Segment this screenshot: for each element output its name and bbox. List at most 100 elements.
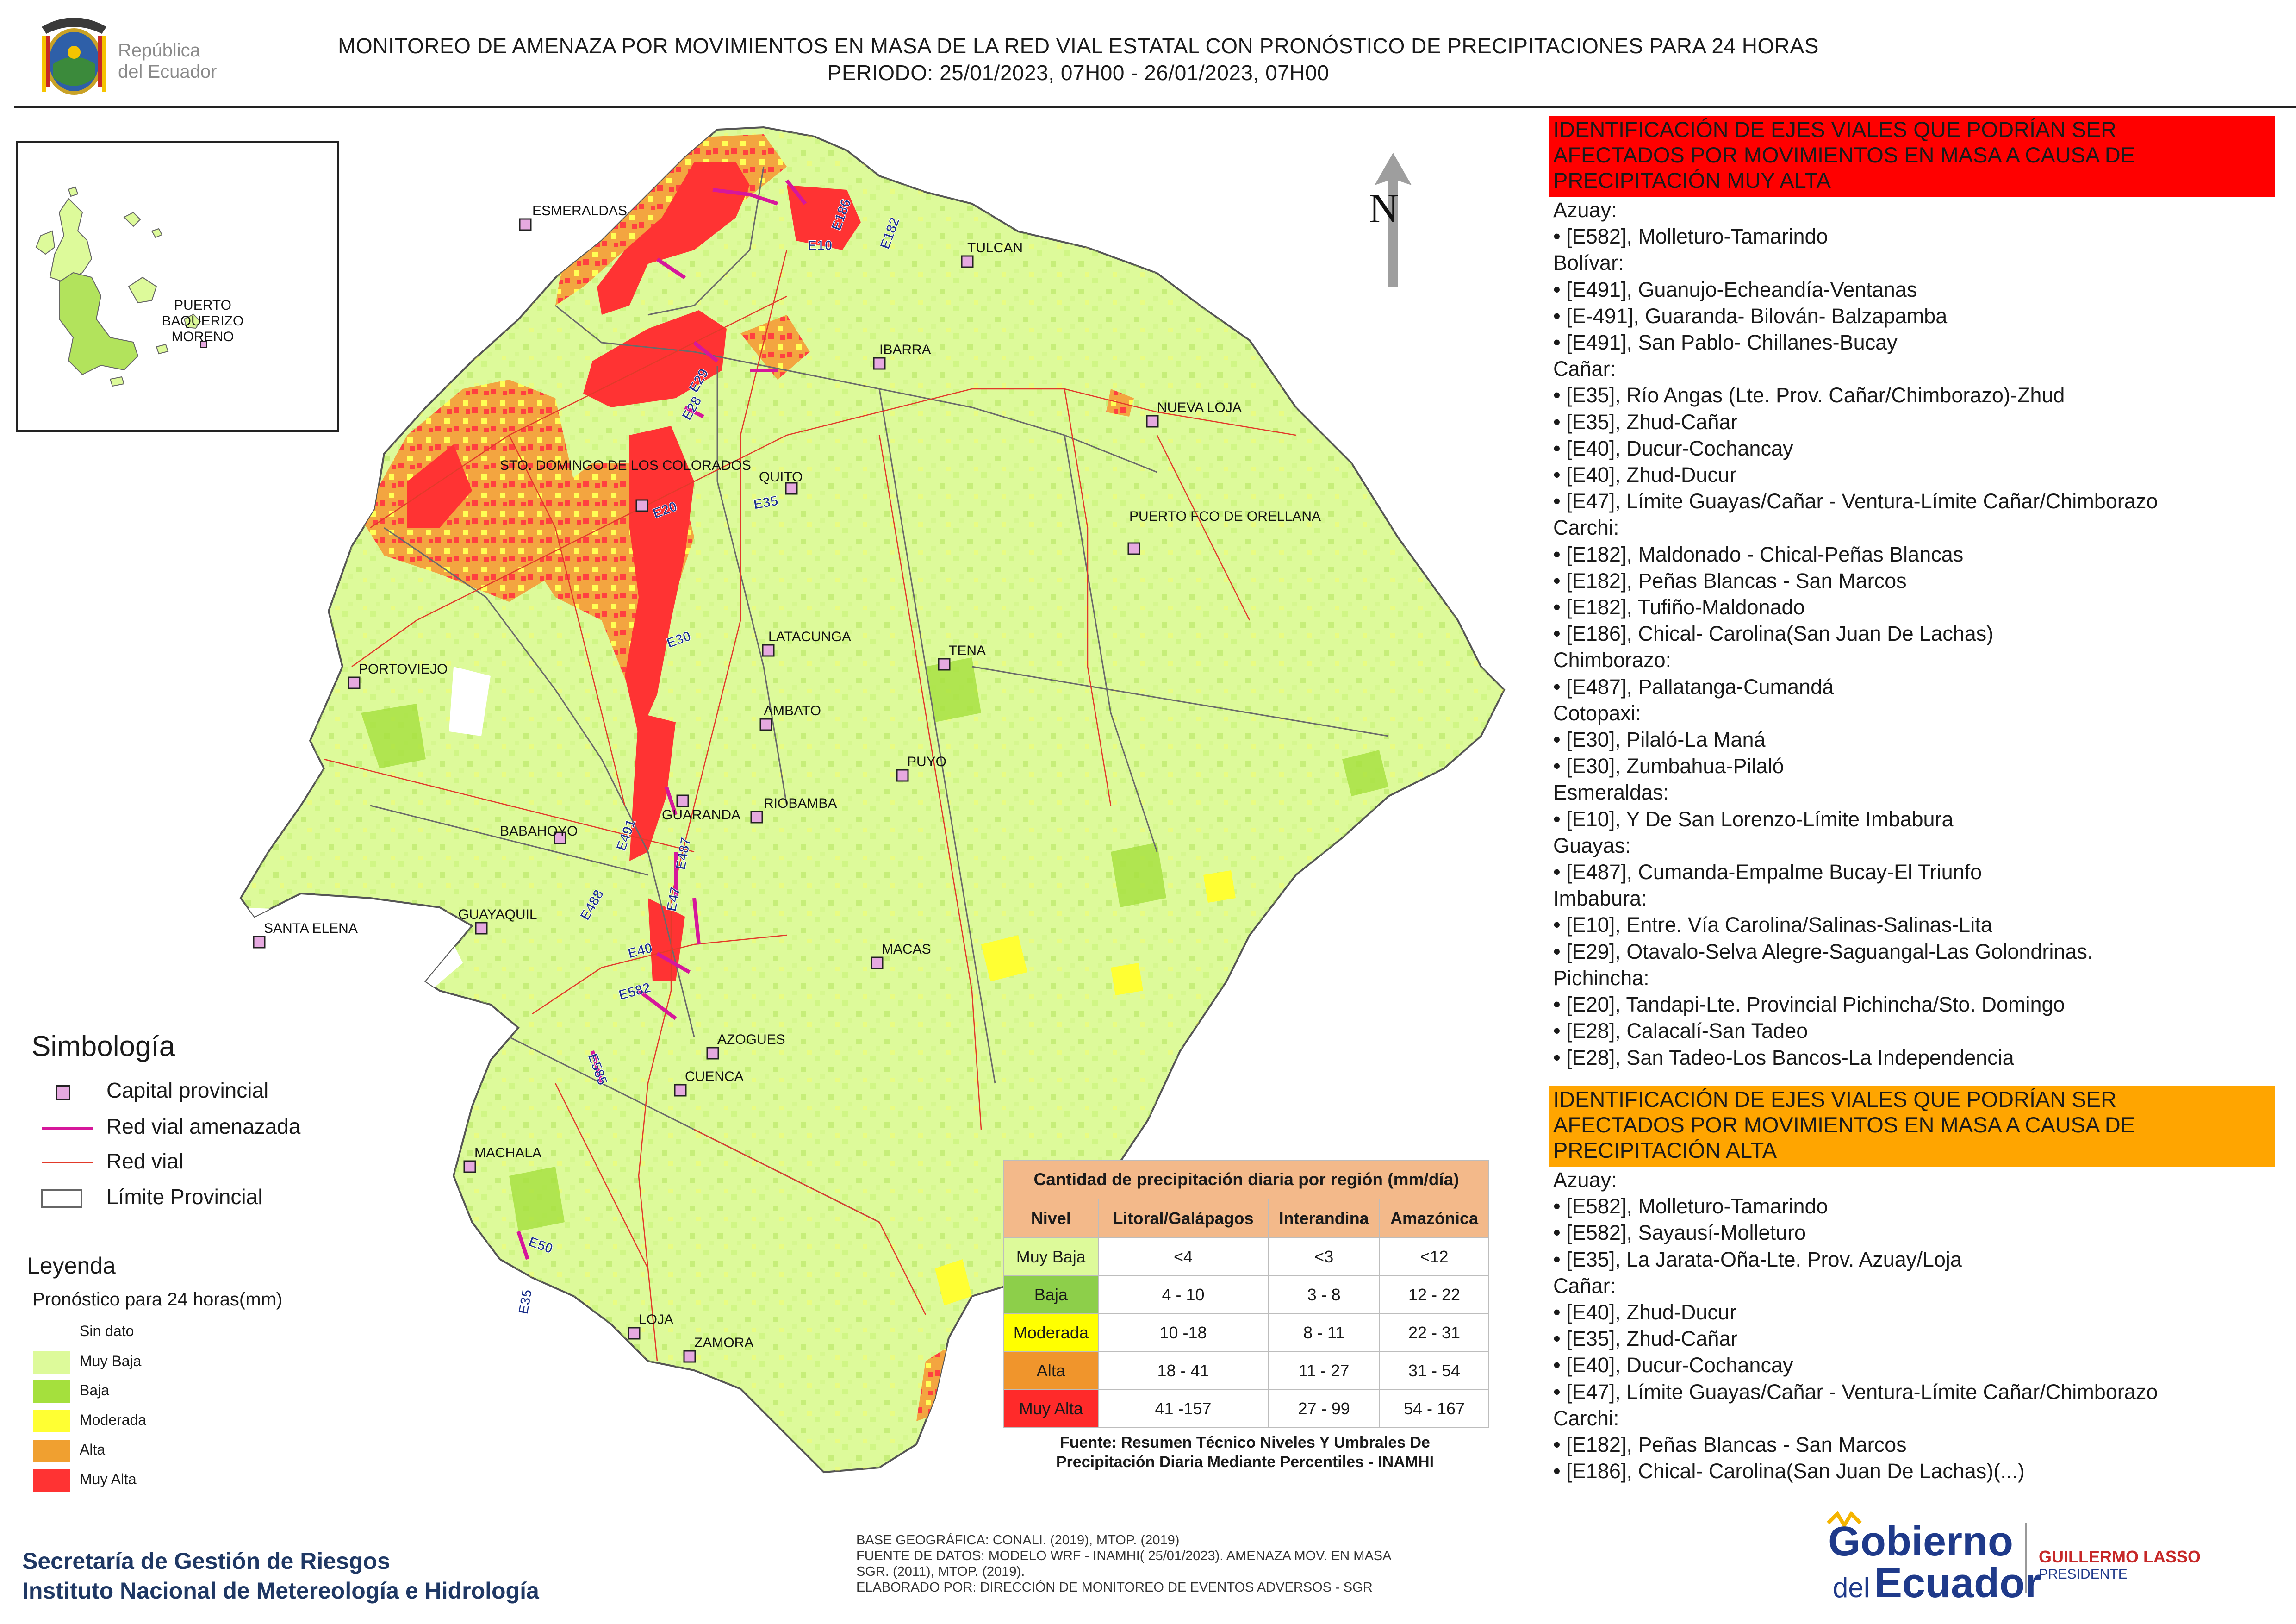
color-swatch (33, 1351, 70, 1374)
interandina-cell: 11 - 27 (1268, 1351, 1380, 1390)
simbologia-title: Simbología (31, 1031, 175, 1062)
amazonica-cell: 54 - 167 (1379, 1389, 1490, 1428)
capital-square-icon (674, 1084, 687, 1097)
road-segment-item: • [E35], Zhud-Cañar (1553, 1327, 1738, 1351)
capital-square-icon (200, 341, 207, 348)
road-segment-item: • [E487], Cumanda-Empalme Bucay-El Triun… (1553, 860, 1982, 884)
legend-label: Capital provincial (106, 1078, 269, 1102)
leyenda-item-muy-baja: Muy Baja (33, 1349, 141, 1374)
nivel-cell: Alta (1003, 1351, 1099, 1390)
road-segment-item: • [E28], Calacalí-San Tadeo (1553, 1019, 1808, 1043)
genovesa-island (151, 228, 163, 238)
city-label-nueva_loja: NUEVA LOJA (1157, 400, 1242, 415)
isabela-island (49, 198, 93, 283)
panel-alta-list: Azuay: • [E582], Molleturo-Tamarindo • [E5… (1553, 1167, 2284, 1484)
legend-label: Red vial (106, 1149, 184, 1173)
base-info-line: SGR. (2011), MTOP. (2019). (856, 1564, 1025, 1579)
city-label-azogues: AZOGUES (717, 1032, 785, 1047)
city-label-zamora: ZAMORA (694, 1335, 753, 1350)
san-cristobal-island (183, 313, 201, 329)
province-heading: Imbabura: (1553, 887, 1647, 911)
capital-square-icon (519, 218, 532, 231)
republica-ecuador-logo: República del Ecuador (32, 8, 236, 101)
org-line2: Instituto Nacional de Metereología e Hid… (22, 1578, 539, 1604)
color-swatch (33, 1439, 70, 1462)
heading-line: AFECTADOS POR MOVIMIENTOS EN MASA A CAUS… (1553, 143, 2135, 167)
table-caption: Cantidad de precipitación diaria por reg… (1003, 1160, 1489, 1199)
amazonica-cell: <12 (1379, 1237, 1490, 1276)
road-segment-item: • [E182], Tufiño-Maldonado (1553, 595, 1805, 619)
city-label-portoviejo: PORTOVIEJO (359, 662, 448, 677)
base-info-line: FUENTE DE DATOS: MODELO WRF - INAMHI( 25… (856, 1549, 1392, 1563)
moderada-precip-zones (935, 870, 1236, 1305)
fernandina-island (35, 230, 56, 255)
city-label-ibarra: IBARRA (879, 342, 931, 357)
legend-red-vial-amenazada: Red vial amenazada (37, 1112, 300, 1140)
map-title-line1: MONITOREO DE AMENAZA POR MOVIMIENTOS EN … (338, 34, 1819, 58)
city-label-tena: TENA (949, 643, 986, 658)
logo-wings-icon (1827, 1511, 1862, 1529)
leyenda-label: Moderada (80, 1412, 147, 1428)
capital-square-icon (896, 769, 909, 782)
road-segment-item: • [E47], Límite Guayas/Cañar - Ventura-L… (1553, 489, 2158, 513)
leyenda-subtitle: Pronóstico para 24 horas(mm) (32, 1289, 283, 1310)
road-segment-item: • [E40], Zhud-Ducur (1553, 1300, 1736, 1324)
map-title: MONITOREO DE AMENAZA POR MOVIMIENTOS EN … (287, 32, 1870, 86)
road-segment-item: • [E10], Entre. Vía Carolina/Salinas-Sal… (1553, 913, 1992, 937)
road-network (324, 250, 1296, 1362)
road-label: E35 (516, 1288, 535, 1315)
road-segment-item: • [E47], Límite Guayas/Cañar - Ventura-L… (1553, 1380, 2158, 1404)
organization-credits: Secretaría de Gestión de Riesgos Institu… (22, 1546, 539, 1605)
republica-line2: del Ecuador (118, 62, 217, 82)
nivel-cell: Muy Alta (1003, 1389, 1099, 1428)
city-label-riobamba: RIOBAMBA (764, 796, 837, 811)
province-heading: Cañar: (1553, 1274, 1616, 1298)
color-swatch (33, 1469, 70, 1492)
capital-square-icon (871, 956, 884, 969)
litoral-cell: 10 -18 (1097, 1313, 1269, 1352)
label-puerto-baquerizo: PUERTO BAQUERIZO MORENO (162, 298, 244, 344)
city-label-tulcan: TULCAN (967, 240, 1023, 256)
floreana-island (109, 376, 125, 387)
road-segment-item: • [E186], Chical- Carolina(San Juan De L… (1553, 622, 1994, 646)
road-segment-item: • [E487], Pallatanga-Cumandá (1553, 675, 1834, 699)
org-line1: Secretaría de Gestión de Riesgos (22, 1548, 390, 1574)
capital-square-icon (759, 718, 772, 731)
legend-capital-provincial: Capital provincial (37, 1076, 268, 1104)
road-segment-item: • [E30], Zumbahua-Pilaló (1553, 754, 1784, 778)
road-segment-item: • [E40], Ducur-Cochancay (1553, 1353, 1793, 1377)
road-segment-item: • [E35], La Jarata-Oña-Lte. Prov. Azuay/… (1553, 1247, 1962, 1271)
amazonica-cell: 22 - 31 (1379, 1313, 1490, 1352)
road-segment-item: • [E182], Peñas Blancas - San Marcos (1553, 1433, 1907, 1457)
province-heading: Bolívar: (1553, 251, 1624, 275)
galapagos-inset-map: PUERTO BAQUERIZO MORENO (16, 141, 339, 432)
capital-square-icon (635, 499, 648, 512)
capital-square-icon (56, 1085, 70, 1100)
city-label-quito: QUITO (759, 469, 803, 485)
province-heading: Esmeraldas: (1553, 781, 1669, 805)
heading-line: AFECTADOS POR MOVIMIENTOS EN MASA A CAUS… (1553, 1112, 2135, 1137)
capital-square-icon (253, 936, 266, 949)
city-label-ambato: AMBATO (764, 703, 821, 718)
capital-square-icon (706, 1047, 719, 1060)
road-segment-item: • [E10], Y De San Lorenzo-Límite Imbabur… (1553, 807, 1954, 831)
province-heading: Pichincha: (1553, 966, 1649, 990)
legend-label: Límite Provincial (106, 1185, 263, 1209)
baja-precip-zones (361, 657, 1388, 1231)
road-segment-item: • [E186], Chical- Carolina(San Juan De L… (1553, 1459, 2025, 1483)
province-heading: Azuay: (1553, 1168, 1617, 1192)
capital-square-icon (762, 644, 775, 657)
capital-square-icon (785, 482, 798, 495)
province-heading: Cañar: (1553, 357, 1616, 381)
city-label-loja: LOJA (639, 1312, 673, 1327)
amazonica-cell: 12 - 22 (1379, 1275, 1490, 1314)
heading-line: PRECIPITACIÓN ALTA (1553, 1138, 1777, 1162)
leyenda-item-sin-dato: Sin dato (33, 1319, 134, 1343)
threatened-roads (516, 179, 807, 1260)
road-segment-item: • [E582], Molleturo-Tamarindo (1553, 1194, 1828, 1218)
pinta-island (68, 186, 79, 197)
panel-muy-alta-list: Azuay: • [E582], Molleturo-Tamarindo Bolív… (1553, 197, 2284, 1071)
road-segment-item: • [E491], Guanujo-Echeandía-Ventanas (1553, 277, 1917, 301)
table-source-line2: Precipitación Diaria Mediante Percentile… (1056, 1453, 1434, 1471)
capital-square-icon (750, 811, 763, 824)
